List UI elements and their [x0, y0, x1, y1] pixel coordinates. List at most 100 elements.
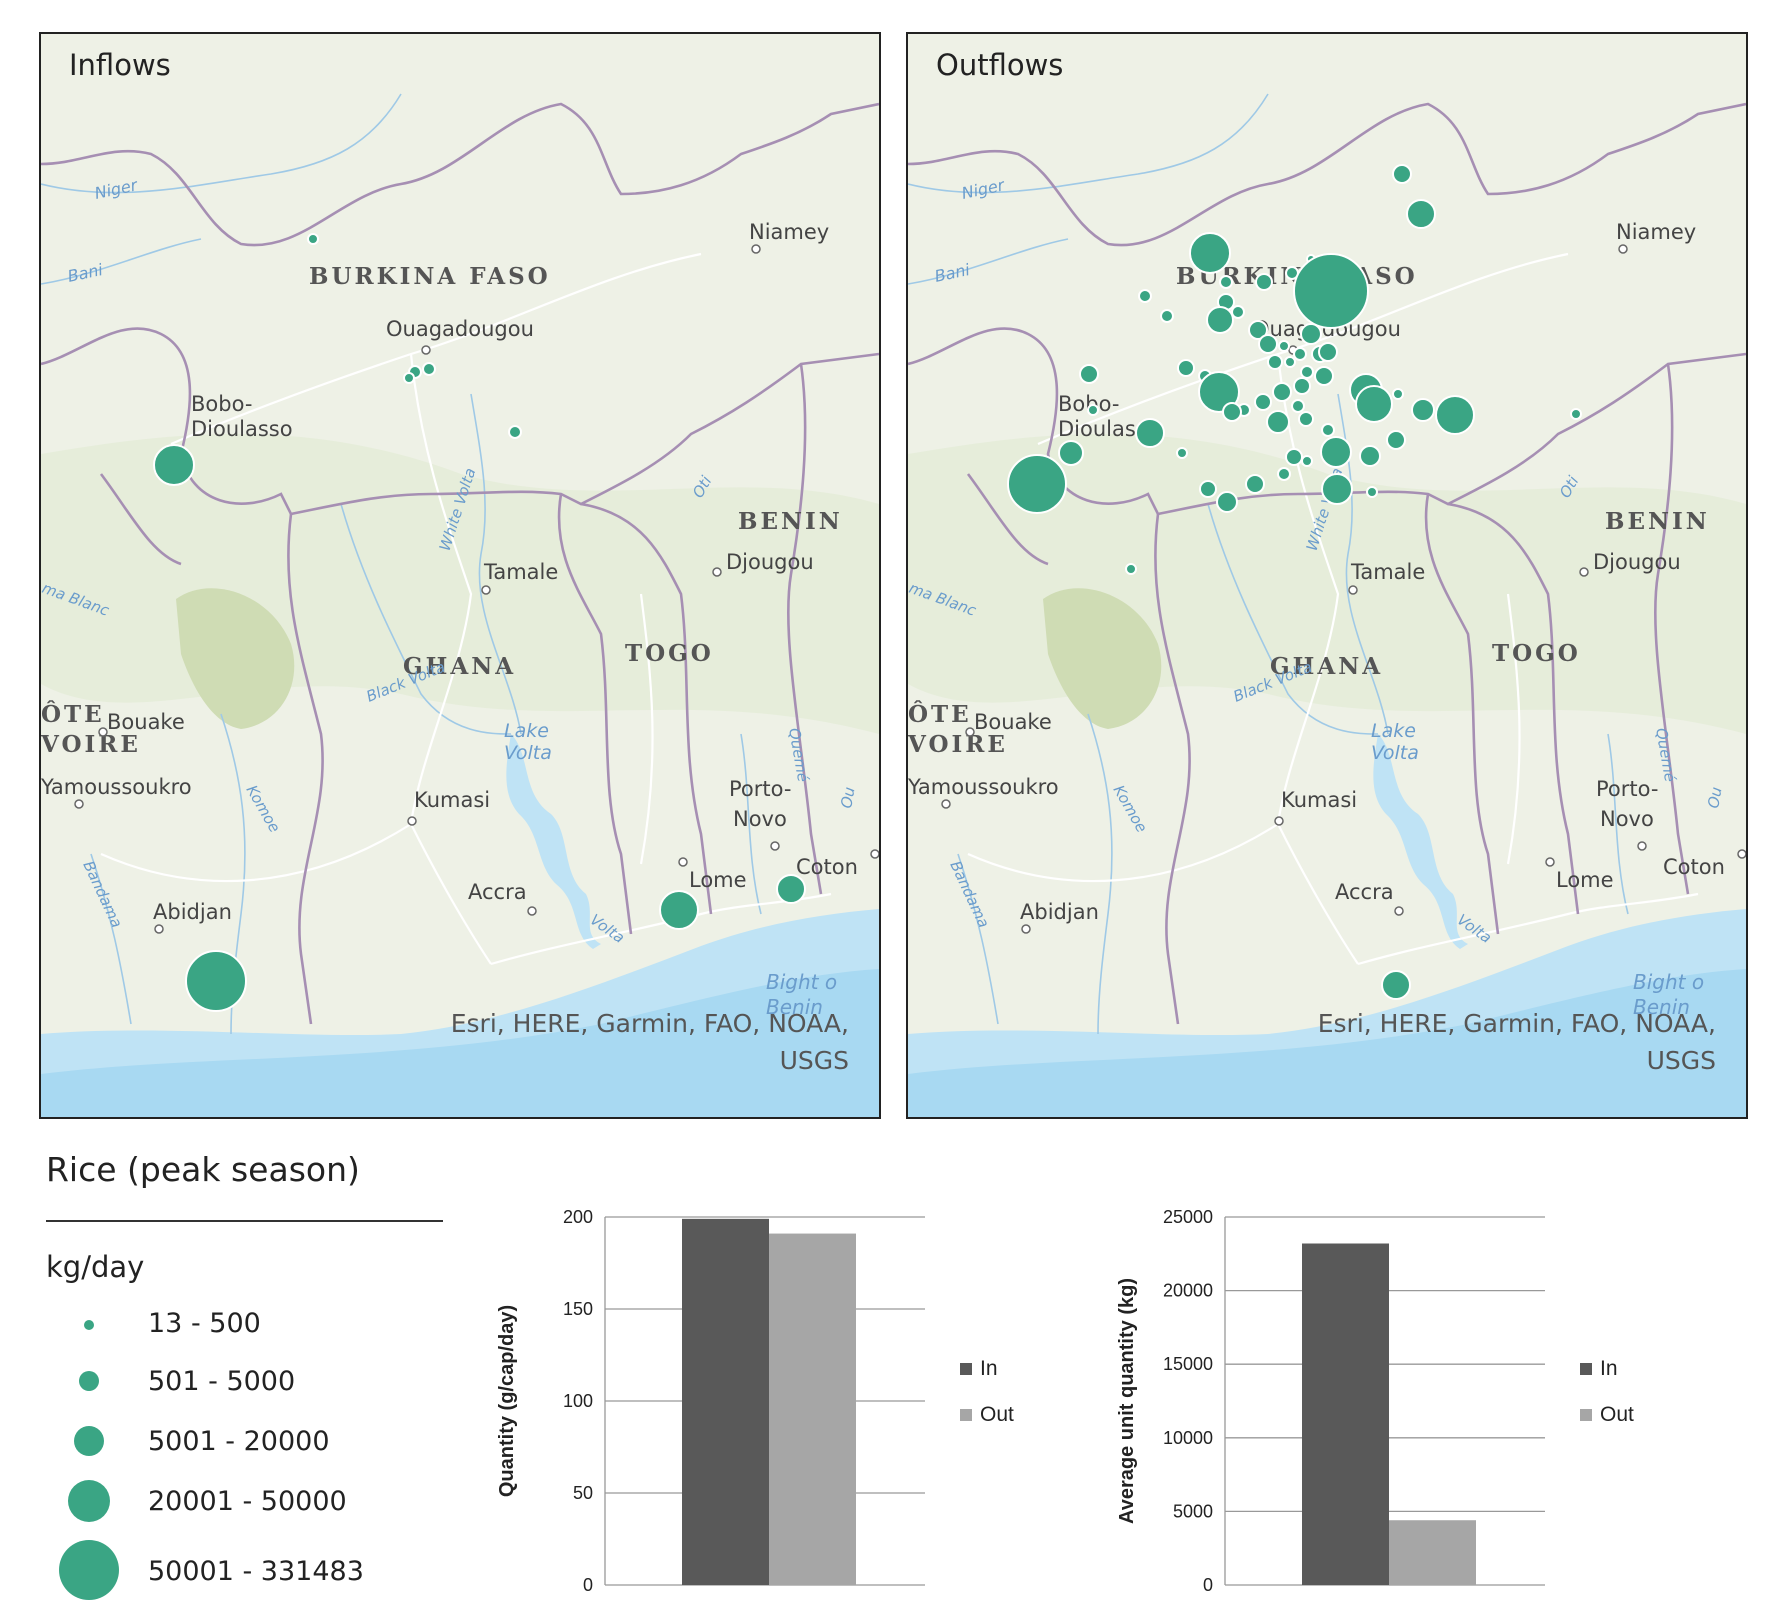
panel-title-inflows: Inflows: [69, 48, 171, 82]
flow-symbol[interactable]: [1300, 323, 1322, 345]
flow-symbol[interactable]: [1321, 423, 1335, 437]
city-marker: [1637, 841, 1647, 851]
flow-symbol[interactable]: [1291, 399, 1305, 413]
map-label: BURKINA FASO: [309, 263, 551, 290]
inflows-map[interactable]: BURKINA FASO GHANA TOGO BENIN ÔTE VOIRE Niamey…: [39, 32, 881, 1119]
legend-item-class-4: 20001 - 50000: [46, 1478, 446, 1538]
flow-symbol[interactable]: [1381, 970, 1411, 1000]
legend-item-class-5: 50001 - 331483: [46, 1540, 446, 1600]
river-niger: [908, 93, 1269, 194]
flow-symbol[interactable]: [1570, 408, 1582, 420]
national-park: [1043, 588, 1162, 729]
flow-symbol[interactable]: [1300, 365, 1314, 379]
flow-symbol[interactable]: [1255, 273, 1273, 291]
flow-symbol[interactable]: [1125, 563, 1137, 575]
flow-symbol[interactable]: [1267, 354, 1283, 370]
map-label: Ou: [837, 786, 858, 810]
flow-symbol[interactable]: [508, 425, 522, 439]
map-label: Djougou: [726, 550, 814, 574]
city-marker: [407, 816, 417, 826]
flow-symbol[interactable]: [1216, 491, 1238, 513]
flow-symbol[interactable]: [1272, 382, 1292, 402]
flow-symbol[interactable]: [1248, 320, 1268, 340]
map-label: Bight o: [1633, 970, 1704, 994]
flow-symbol[interactable]: [1087, 404, 1099, 416]
flow-symbol[interactable]: [1435, 395, 1475, 435]
road-east-west: [1037, 252, 1569, 446]
city-marker: [770, 841, 780, 851]
legend-swatch: [960, 1409, 972, 1421]
y-tick-label: 50: [573, 1483, 593, 1503]
map-label: BENIN: [738, 508, 843, 535]
river-niger: [41, 93, 402, 194]
flow-symbol[interactable]: [1258, 334, 1278, 354]
flow-symbol[interactable]: [1318, 342, 1338, 362]
bar-in: [1302, 1243, 1389, 1585]
flow-symbol[interactable]: [1321, 473, 1353, 505]
flow-symbol[interactable]: [153, 444, 195, 486]
y-tick-label: 150: [563, 1299, 593, 1319]
flow-symbol[interactable]: [1355, 385, 1393, 423]
flow-symbol[interactable]: [1231, 305, 1245, 319]
flow-symbol[interactable]: [1366, 486, 1378, 498]
flow-symbol[interactable]: [422, 362, 436, 376]
flow-symbol[interactable]: [1189, 232, 1231, 274]
flow-symbol[interactable]: [1199, 480, 1217, 498]
city-marker: [1618, 244, 1628, 254]
flow-symbol[interactable]: [1245, 474, 1265, 494]
flow-symbol[interactable]: [1392, 164, 1412, 184]
flow-symbol[interactable]: [1219, 275, 1233, 289]
city-marker: [712, 567, 722, 577]
flow-symbol[interactable]: [1176, 447, 1188, 459]
flow-symbol[interactable]: [1293, 253, 1369, 329]
flow-symbol[interactable]: [1406, 199, 1436, 229]
legend-item-class-2: 501 - 5000: [46, 1358, 446, 1418]
flow-symbol[interactable]: [1198, 371, 1240, 413]
map-label: GHANA: [1270, 653, 1383, 680]
flow-symbol[interactable]: [1206, 306, 1234, 334]
flow-symbol[interactable]: [1293, 377, 1311, 395]
national-park: [176, 588, 295, 729]
river-bani: [41, 238, 202, 285]
legend-label: Out: [980, 1403, 1014, 1426]
flow-symbol[interactable]: [1079, 364, 1099, 384]
flow-symbol[interactable]: [1386, 430, 1406, 450]
flow-symbol[interactable]: [776, 874, 806, 904]
y-axis-label: Average unit quantity (kg): [1116, 1278, 1138, 1524]
flow-symbol[interactable]: [1266, 410, 1290, 434]
flow-symbol[interactable]: [1298, 411, 1314, 427]
flow-symbol[interactable]: [659, 890, 699, 930]
flow-symbol[interactable]: [1314, 366, 1334, 386]
river-black-volta: [340, 503, 512, 735]
map-label: Ou: [1704, 786, 1725, 810]
flow-symbol[interactable]: [403, 372, 415, 384]
map-label: Benin: [766, 995, 823, 1019]
flow-symbol[interactable]: [1222, 402, 1242, 422]
flow-symbol[interactable]: [1411, 398, 1435, 422]
flow-symbol[interactable]: [1058, 440, 1084, 466]
outflows-map[interactable]: BURKINA FASO GHANA TOGO BENIN ÔTE VOIRE Niamey…: [906, 32, 1748, 1119]
flow-symbol[interactable]: [1392, 388, 1404, 400]
flow-symbol[interactable]: [1320, 436, 1352, 468]
flow-symbol[interactable]: [1284, 356, 1296, 368]
flow-symbol[interactable]: [307, 233, 319, 245]
flow-symbol[interactable]: [1277, 467, 1291, 481]
flow-symbol[interactable]: [1138, 289, 1152, 303]
flow-symbol[interactable]: [1254, 393, 1272, 411]
map-label: TOGO: [1492, 640, 1581, 667]
flow-symbol[interactable]: [1007, 454, 1067, 514]
flow-symbol[interactable]: [1135, 418, 1165, 448]
flow-symbol[interactable]: [185, 950, 247, 1012]
map-label: Tamale: [483, 560, 558, 584]
y-tick-label: 0: [1203, 1575, 1213, 1595]
flow-symbol[interactable]: [1160, 309, 1174, 323]
flow-symbol[interactable]: [1293, 347, 1307, 361]
flow-symbol[interactable]: [1285, 448, 1303, 466]
flow-symbol[interactable]: [1359, 445, 1381, 467]
legend-swatch: [1580, 1409, 1592, 1421]
flow-symbol[interactable]: [1301, 455, 1313, 467]
flow-symbol[interactable]: [1278, 340, 1290, 352]
flow-symbol[interactable]: [1177, 359, 1195, 377]
map-label: Yamoussoukro: [41, 775, 192, 799]
